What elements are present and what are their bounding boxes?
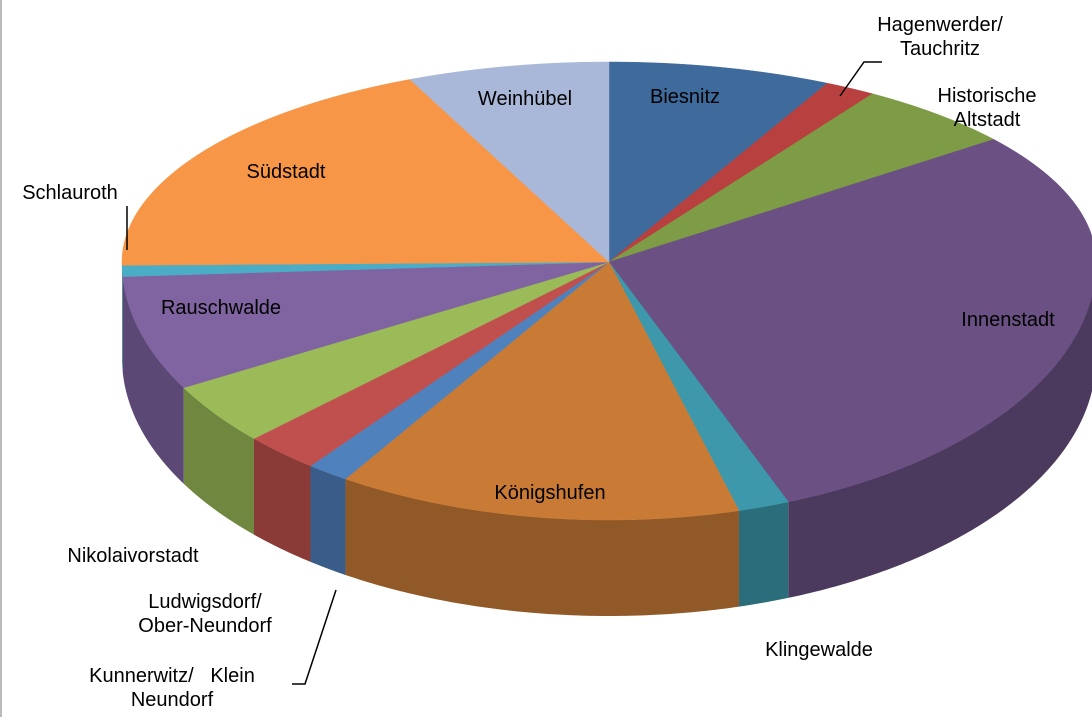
pie-slice	[608, 82, 874, 263]
leader-line	[839, 61, 882, 97]
slice-label: Historische Altstadt	[937, 85, 1037, 131]
pie-slice	[122, 261, 610, 388]
slice-label: Königshufen	[494, 482, 606, 504]
pie-slice	[608, 261, 789, 511]
slice-label: Rauschwalde	[160, 297, 282, 319]
pie-side	[310, 465, 346, 575]
pie-side	[345, 478, 739, 616]
slice-label: Biesnitz	[649, 86, 721, 108]
pie-side	[738, 501, 789, 607]
pie-side	[788, 294, 1092, 598]
pie-slice	[121, 79, 610, 266]
pie-slice	[183, 261, 610, 439]
slice-label: Klingewalde	[765, 639, 873, 661]
slice-label: Schlauroth	[22, 182, 118, 204]
slice-label: Hagenwerder/ Tauchritz	[877, 14, 1003, 60]
pie-slice	[608, 93, 995, 263]
leader-line	[292, 589, 337, 685]
slice-label: Nikolaivorstadt	[67, 545, 199, 567]
pie-side	[122, 276, 184, 484]
pie-slice	[121, 261, 610, 277]
pie-slice	[253, 261, 610, 467]
pie-side	[122, 265, 123, 373]
pie-side	[253, 438, 311, 562]
pie-slice	[409, 61, 610, 263]
slice-label: Ludwigsdorf/ Ober-Neundorf	[138, 591, 272, 637]
slice-label: Innenstadt	[961, 309, 1055, 331]
slice-label: Weinhübel	[477, 88, 573, 110]
pie-slice	[608, 61, 828, 263]
slice-label: Kunnerwitz/ Klein Neundorf	[89, 665, 255, 711]
pie-slice	[344, 261, 740, 521]
pie-slice	[608, 139, 1092, 503]
pie-slice	[309, 261, 610, 480]
pie-side	[183, 387, 254, 535]
slice-label: Südstadt	[246, 161, 326, 183]
